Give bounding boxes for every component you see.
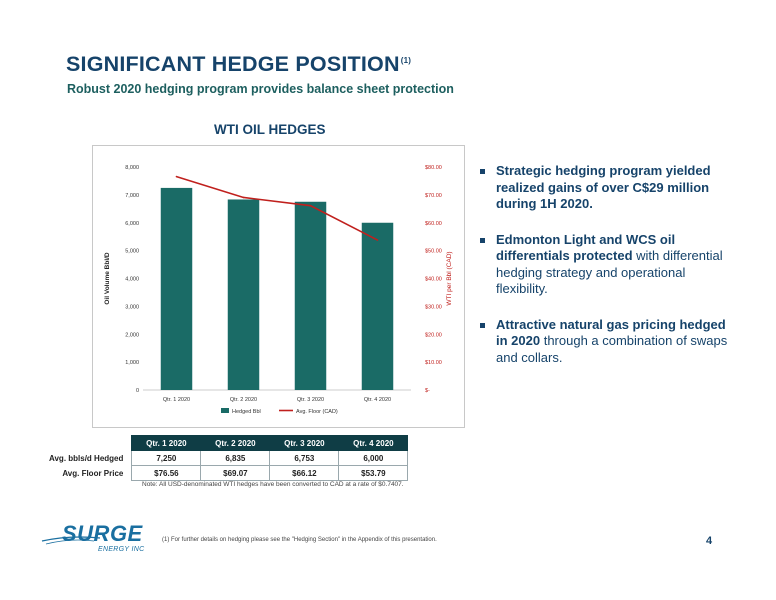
logo-swoosh-icon bbox=[41, 536, 101, 545]
table-cell: 7,250 bbox=[131, 450, 202, 466]
y-tick-label: 3,000 bbox=[125, 304, 139, 310]
y-tick-label: 5,000 bbox=[125, 249, 139, 255]
bullet-text: with differential hedging strategy and o… bbox=[496, 248, 723, 296]
x-tick-label: Qtr. 1 2020 bbox=[163, 397, 190, 403]
hedge-table: Qtr. 1 2020 Qtr. 2 2020 Qtr. 3 2020 Qtr.… bbox=[45, 435, 409, 481]
page-number: 4 bbox=[706, 535, 713, 547]
y-tick-label: 8,000 bbox=[125, 165, 139, 171]
page-title: SIGNIFICANT HEDGE POSITION(1) bbox=[66, 52, 412, 76]
line-point-avg-floor bbox=[242, 196, 245, 199]
y2-tick-label: $70.00 bbox=[425, 193, 442, 199]
y-tick-label: 7,000 bbox=[125, 193, 139, 199]
y-tick-label: 0 bbox=[136, 388, 139, 394]
legend-label-hedged-bbl: Hedged Bbl bbox=[232, 409, 261, 415]
logo-subtitle: ENERGY INC bbox=[98, 546, 145, 553]
y-tick-label: 4,000 bbox=[125, 277, 139, 283]
table-header: Qtr. 1 2020 bbox=[131, 435, 202, 451]
table-header-row: Qtr. 1 2020 Qtr. 2 2020 Qtr. 3 2020 Qtr.… bbox=[45, 435, 409, 451]
table-corner bbox=[45, 436, 132, 451]
y-axis-title: Oil Volume Bbl/D bbox=[104, 252, 111, 305]
company-logo: SURGE ENERGY INC bbox=[40, 521, 155, 559]
title-footnote-marker: (1) bbox=[400, 56, 412, 65]
y2-tick-label: $80.00 bbox=[425, 165, 442, 171]
bullet-item-1: Strategic hedging program yielded realiz… bbox=[478, 163, 738, 213]
bullet-strong: Edmonton Light and WCS oil differentials… bbox=[496, 231, 676, 264]
y2-tick-label: $30.00 bbox=[425, 304, 442, 310]
bullet-strong: Attractive natural gas pricing hedged in… bbox=[496, 316, 726, 349]
wti-hedges-chart: 0 1,000 2,000 3,000 4,000 5,000 6,000 7,000 8,00… bbox=[92, 145, 465, 428]
y2-tick-label: $50.00 bbox=[425, 249, 442, 255]
bullet-item-2: Edmonton Light and WCS oil differentials… bbox=[478, 232, 738, 298]
table-row: Avg. Floor Price $76.56 $69.07 $66.12 $5… bbox=[45, 465, 409, 481]
table-cell: $53.79 bbox=[338, 465, 409, 481]
y-tick-label: 6,000 bbox=[125, 221, 139, 227]
y2-tick-label: $60.00 bbox=[425, 221, 442, 227]
bullet-item-3: Attractive natural gas pricing hedged in… bbox=[478, 317, 738, 367]
line-point-avg-floor bbox=[175, 175, 178, 178]
bullet-list: Strategic hedging program yielded realiz… bbox=[478, 163, 738, 385]
y2-tick-label: $20.00 bbox=[425, 332, 442, 338]
y2-axis-title: WTI per Bbl (CAD) bbox=[446, 251, 453, 305]
chart-title: WTI OIL HEDGES bbox=[214, 122, 326, 137]
y2-tick-label: $10.00 bbox=[425, 360, 442, 366]
bar-hedged-bbl bbox=[294, 201, 327, 390]
table-cell: $69.07 bbox=[200, 465, 271, 481]
table-cell: 6,835 bbox=[200, 450, 271, 466]
table-row: Avg. bbls/d Hedged 7,250 6,835 6,753 6,0… bbox=[45, 450, 409, 466]
line-point-avg-floor bbox=[376, 239, 379, 241]
row-label: Avg. bbls/d Hedged bbox=[49, 453, 124, 463]
bar-hedged-bbl bbox=[227, 199, 260, 390]
bar-hedged-bbl bbox=[361, 222, 394, 390]
legend-label-avg-floor: Avg. Floor (CAD) bbox=[296, 409, 338, 415]
x-tick-label: Qtr. 3 2020 bbox=[297, 397, 324, 403]
bullet-strong: Strategic hedging program yielded realiz… bbox=[496, 163, 711, 211]
page-subtitle: Robust 2020 hedging program provides bal… bbox=[67, 82, 454, 96]
y-tick-label: 1,000 bbox=[125, 360, 139, 366]
series-line-avg-floor bbox=[176, 175, 378, 241]
logo-wordmark: SURGE bbox=[62, 521, 143, 546]
footnote: (1) For further details on hedging pleas… bbox=[162, 537, 437, 543]
y2-tick-label: $40.00 bbox=[425, 277, 442, 283]
x-tick-label: Qtr. 2 2020 bbox=[230, 397, 257, 403]
conversion-note: Note: All USD-denominated WTI hedges hav… bbox=[142, 481, 404, 488]
table-cell: $76.56 bbox=[131, 465, 202, 481]
table-cell: 6,753 bbox=[269, 450, 340, 466]
table-cell: $66.12 bbox=[269, 465, 340, 481]
line-point-avg-floor bbox=[309, 204, 312, 207]
bar-hedged-bbl bbox=[160, 187, 193, 390]
table-header: Qtr. 3 2020 bbox=[269, 435, 340, 451]
chart-canvas: 0 1,000 2,000 3,000 4,000 5,000 6,000 7,000 8,00… bbox=[104, 165, 453, 415]
table-header: Qtr. 4 2020 bbox=[338, 435, 409, 451]
bullet-text: through a combination of swaps and colla… bbox=[496, 333, 728, 365]
y-tick-label: 2,000 bbox=[125, 332, 139, 338]
table-header: Qtr. 2 2020 bbox=[200, 435, 271, 451]
legend-swatch-hedged-bbl bbox=[221, 408, 229, 413]
y2-tick-label: $- bbox=[425, 388, 430, 394]
x-tick-label: Qtr. 4 2020 bbox=[364, 397, 391, 403]
table-cell: 6,000 bbox=[338, 450, 409, 466]
row-label: Avg. Floor Price bbox=[62, 468, 124, 478]
